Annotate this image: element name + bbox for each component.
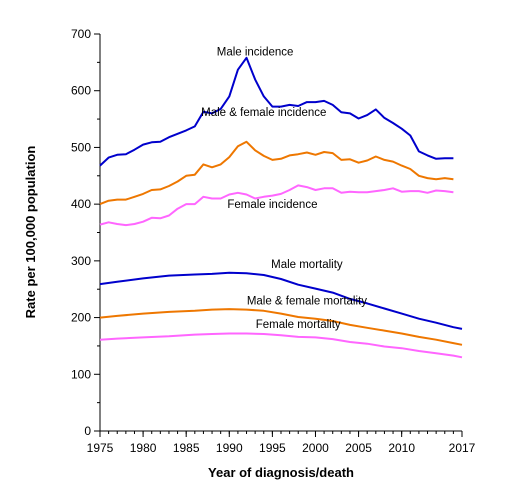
y-tick-label: 200 [71, 311, 91, 325]
series-line-male-and-female-mortality [99, 308, 463, 346]
x-tick-label: 1975 [87, 441, 114, 455]
x-tick-label: 1990 [216, 441, 243, 455]
series-layer [99, 56, 463, 359]
x-tick-label: 2010 [388, 441, 415, 455]
x-tick-label: 2005 [345, 441, 372, 455]
x-tick-label: 2000 [302, 441, 329, 455]
series-line-male-and-female-incidence [99, 140, 454, 206]
series-label-male-and-female-incidence: Male & female incidence [201, 107, 326, 119]
y-tick-label: 700 [71, 27, 91, 41]
y-axis-title: Rate per 100,000 population [23, 146, 38, 319]
x-tick-label: 1985 [173, 441, 200, 455]
x-tick-label: 2017 [449, 441, 476, 455]
x-tick-label: 1995 [259, 441, 286, 455]
series-label-male-mortality: Male mortality [271, 259, 343, 271]
y-tick-label: 500 [71, 140, 91, 154]
series-line-male-mortality [99, 271, 463, 330]
series-label-female-incidence: Female incidence [227, 199, 317, 211]
series-label-male-incidence: Male incidence [217, 47, 294, 59]
x-tick-label: 1980 [130, 441, 157, 455]
series-label-female-mortality: Female mortality [256, 319, 341, 331]
y-tick-label: 0 [84, 424, 91, 438]
axes: 0 100 200 300 400 500 600 700 1975 1980 1985 1990 19… [71, 27, 476, 455]
y-tick-label: 100 [71, 367, 91, 381]
series-line-male-incidence [99, 56, 454, 167]
x-axis-title: Year of diagnosis/death [208, 465, 354, 480]
y-tick-label: 300 [71, 254, 91, 268]
series-label-male-and-female-mortality: Male & female mortality [247, 296, 367, 308]
series-line-female-incidence [99, 184, 454, 227]
series-line-female-mortality [99, 332, 463, 359]
y-tick-label: 600 [71, 84, 91, 98]
y-tick-label: 400 [71, 197, 91, 211]
series-labels: Male incidence Male & female incidence Fem… [201, 47, 367, 331]
